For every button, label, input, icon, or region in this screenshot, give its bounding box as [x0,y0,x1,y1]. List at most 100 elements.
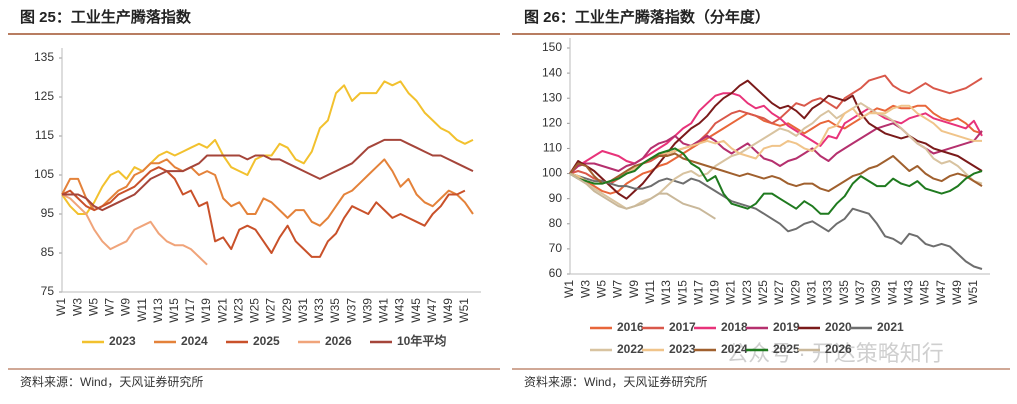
x-tick-label: W23 [740,280,754,305]
x-tick-label: W17 [183,298,197,323]
x-tick-label: W33 [312,298,326,323]
chart-title: 图 25：工业生产腾落指数 [20,8,192,26]
y-tick-label: 95 [41,206,55,220]
x-tick-label: W7 [103,298,117,316]
x-tick-label: W19 [708,280,722,305]
x-tick-label: W11 [135,298,149,322]
x-tick-label: W21 [724,280,738,305]
y-tick-label: 150 [542,40,562,54]
x-tick-label: W5 [86,298,100,316]
x-tick-label: W51 [457,298,471,323]
x-tick-label: W13 [151,298,165,323]
x-tick-label: W45 [918,280,932,305]
source-note: 资料来源：Wind，天风证券研究所 [524,374,707,389]
legend-label: 2016 [617,320,644,334]
legend-label: 10年平均 [397,333,446,348]
x-tick-label: W5 [594,280,608,298]
x-tick-label: W47 [934,280,948,305]
x-tick-label: W27 [772,280,786,305]
series-line [569,102,983,210]
y-tick-label: 120 [542,116,562,130]
x-tick-label: W29 [788,280,802,305]
y-tick-label: 85 [41,245,55,259]
series-line [569,104,983,195]
y-tick-label: 105 [34,167,54,181]
x-tick-label: W25 [248,298,262,323]
legend-label: 2026 [325,334,352,348]
x-tick-label: W25 [756,280,770,305]
x-tick-label: W37 [853,280,867,305]
y-tick-label: 60 [549,266,563,280]
x-tick-label: W33 [821,280,835,305]
series-line [61,80,474,215]
x-tick-label: W15 [675,280,689,305]
y-tick-label: 70 [549,241,563,255]
legend-label: 2021 [877,320,904,334]
x-tick-label: W13 [659,280,673,305]
x-tick-label: W35 [837,280,851,305]
y-tick-label: 125 [34,89,54,103]
legend-label: 2023 [669,342,696,356]
series-line [61,166,466,258]
series-line [569,172,716,220]
x-tick-label: W49 [441,298,455,323]
x-tick-label: W1 [54,298,68,316]
x-tick-label: W31 [296,298,310,323]
y-tick-label: 140 [542,65,562,79]
series-line [569,147,983,215]
x-tick-label: W35 [328,298,342,323]
x-tick-label: W31 [805,280,819,305]
x-tick-label: W39 [869,280,883,305]
legend-label: 2017 [669,320,696,334]
x-tick-label: W29 [280,298,294,323]
watermark: 公众号 · 开达策略知行 [726,341,944,366]
y-tick-label: 110 [543,141,562,155]
x-tick-label: W21 [215,298,229,323]
chart-title: 图 26：工业生产腾落指数（分年度） [524,8,770,26]
x-tick-label: W49 [950,280,964,305]
y-tick-label: 90 [549,191,563,205]
legend-label: 2020 [825,320,852,334]
x-tick-label: W9 [119,298,133,316]
y-tick-label: 80 [549,216,563,230]
legend-label: 2022 [617,342,644,356]
legend-label: 2024 [181,334,208,348]
series-line [569,152,983,193]
x-tick-label: W17 [691,280,705,305]
x-tick-label: W19 [199,298,213,323]
source-note: 资料来源：Wind，天风证券研究所 [20,374,203,389]
y-tick-label: 100 [542,166,562,180]
x-tick-label: W41 [377,298,391,323]
x-tick-label: W43 [901,280,915,305]
y-tick-label: 135 [34,50,54,64]
x-tick-label: W9 [627,280,641,298]
y-tick-label: 115 [35,128,54,142]
x-tick-label: W1 [562,280,576,298]
x-tick-label: W27 [264,298,278,323]
x-tick-label: W11 [643,280,657,304]
y-tick-label: 75 [41,284,55,298]
x-tick-label: W7 [611,280,625,298]
x-tick-label: W47 [425,298,439,323]
legend-label: 2026 [825,342,852,356]
x-tick-label: W45 [409,298,423,323]
legend-label: 2018 [721,320,748,334]
x-tick-label: W3 [578,280,592,298]
x-tick-label: W39 [360,298,374,323]
x-tick-label: W15 [167,298,181,323]
series-line [61,158,474,227]
series-line [61,193,208,266]
series-line [62,138,474,212]
x-tick-label: W41 [885,280,899,305]
legend-label: 2024 [721,342,748,356]
legend-label: 2023 [109,334,136,348]
x-tick-label: W37 [344,298,358,323]
legend-label: 2019 [773,320,800,334]
x-tick-label: W23 [231,298,245,323]
x-tick-label: W51 [966,280,980,305]
y-tick-label: 130 [542,90,562,104]
series-line [569,172,983,270]
legend-label: 2025 [773,342,800,356]
x-tick-label: W43 [393,298,407,323]
